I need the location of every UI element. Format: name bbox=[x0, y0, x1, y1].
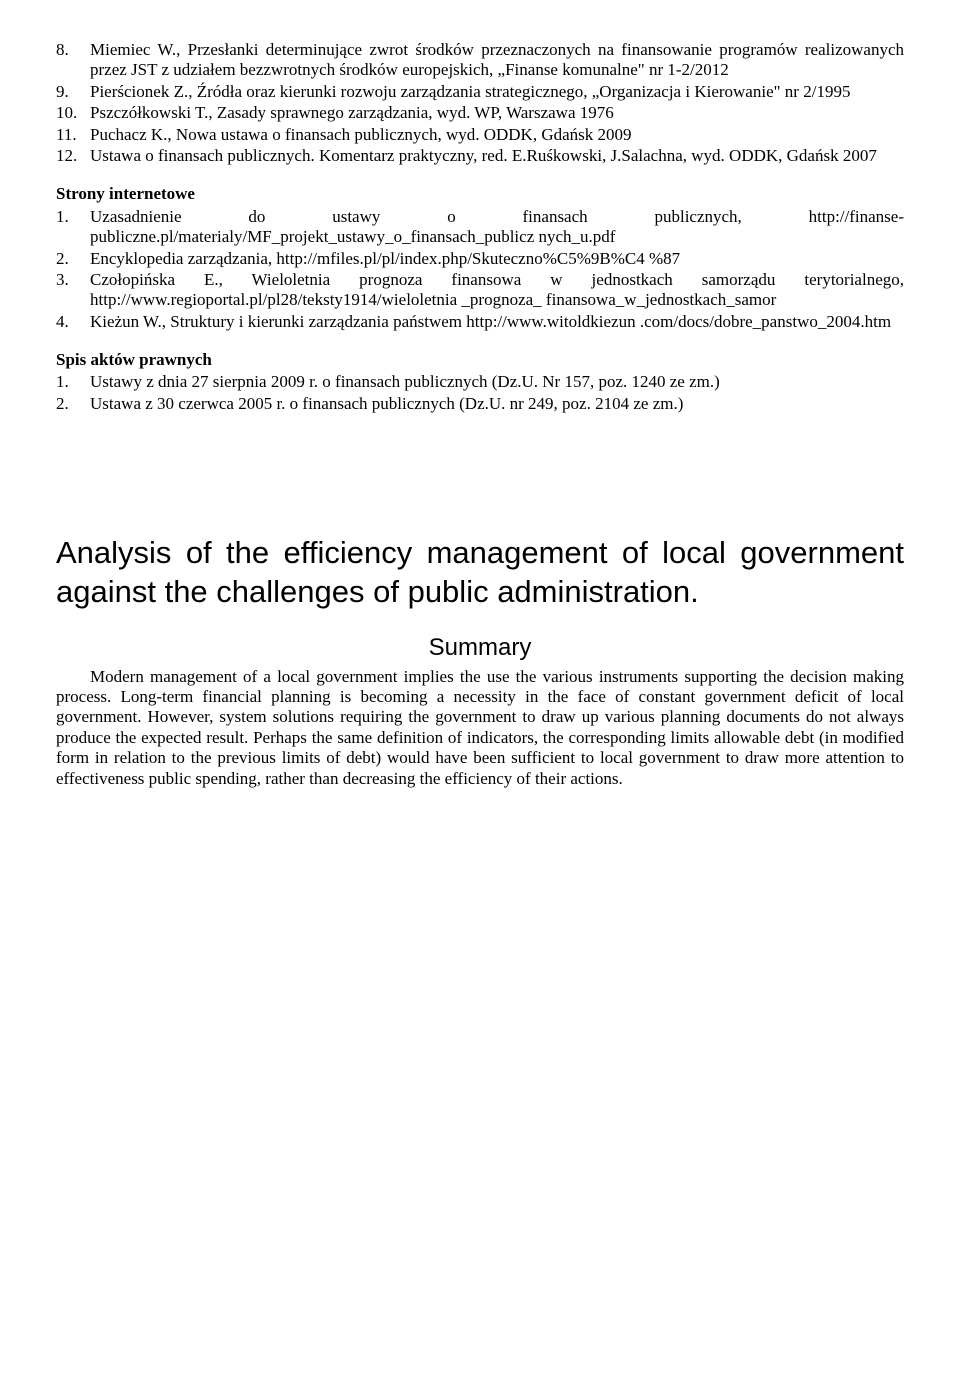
list-item: 11.Puchacz K., Nowa ustawa o finansach p… bbox=[56, 125, 904, 145]
list-item-text: Ustawy z dnia 27 sierpnia 2009 r. o fina… bbox=[90, 372, 904, 392]
list-item: 9.Pierścionek Z., Źródła oraz kierunki r… bbox=[56, 82, 904, 102]
list-item-text: Pierścionek Z., Źródła oraz kierunki roz… bbox=[90, 82, 904, 102]
list-item-text: Ustawa o finansach publicznych. Komentar… bbox=[90, 146, 904, 166]
list-item-text: Kieżun W., Struktury i kierunki zarządza… bbox=[90, 312, 904, 332]
list-item: 4.Kieżun W., Struktury i kierunki zarząd… bbox=[56, 312, 904, 332]
section-heading-internet: Strony internetowe bbox=[56, 184, 904, 204]
list-item: 3.Czołopińska E., Wieloletnia prognoza f… bbox=[56, 270, 904, 311]
list-item: 1.Ustawy z dnia 27 sierpnia 2009 r. o fi… bbox=[56, 372, 904, 392]
list-item-number: 1. bbox=[56, 372, 90, 392]
list-item: 1.Uzasadnienie do ustawy o finansach pub… bbox=[56, 207, 904, 248]
list-item-number: 2. bbox=[56, 249, 90, 269]
list-item-text: Ustawa z 30 czerwca 2005 r. o finansach … bbox=[90, 394, 904, 414]
list-item-number: 1. bbox=[56, 207, 90, 248]
list-item-text: Uzasadnienie do ustawy o finansach publi… bbox=[90, 207, 904, 248]
list-item: 12.Ustawa o finansach publicznych. Komen… bbox=[56, 146, 904, 166]
list-item-number: 3. bbox=[56, 270, 90, 311]
list-item: 10.Pszczółkowski T., Zasady sprawnego za… bbox=[56, 103, 904, 123]
reference-list-acts: 1.Ustawy z dnia 27 sierpnia 2009 r. o fi… bbox=[56, 372, 904, 414]
summary-body: Modern management of a local government … bbox=[56, 667, 904, 789]
list-item-number: 12. bbox=[56, 146, 90, 166]
list-item-number: 11. bbox=[56, 125, 90, 145]
list-item-number: 4. bbox=[56, 312, 90, 332]
list-item-text: Pszczółkowski T., Zasady sprawnego zarzą… bbox=[90, 103, 904, 123]
list-item-number: 10. bbox=[56, 103, 90, 123]
section-heading-acts: Spis aktów prawnych bbox=[56, 350, 904, 370]
list-item-number: 9. bbox=[56, 82, 90, 102]
list-item-text: Miemiec W., Przesłanki determinujące zwr… bbox=[90, 40, 904, 81]
summary-heading: Summary bbox=[56, 634, 904, 663]
list-item: 8.Miemiec W., Przesłanki determinujące z… bbox=[56, 40, 904, 81]
list-item-number: 8. bbox=[56, 40, 90, 81]
list-item-text: Encyklopedia zarządzania, http://mfiles.… bbox=[90, 249, 904, 269]
list-item: 2.Encyklopedia zarządzania, http://mfile… bbox=[56, 249, 904, 269]
article-title: Analysis of the efficiency management of… bbox=[56, 534, 904, 612]
list-item-text: Czołopińska E., Wieloletnia prognoza fin… bbox=[90, 270, 904, 311]
reference-list-top: 8.Miemiec W., Przesłanki determinujące z… bbox=[56, 40, 904, 166]
reference-list-internet: 1.Uzasadnienie do ustawy o finansach pub… bbox=[56, 207, 904, 332]
list-item-number: 2. bbox=[56, 394, 90, 414]
list-item-text: Puchacz K., Nowa ustawa o finansach publ… bbox=[90, 125, 904, 145]
list-item: 2.Ustawa z 30 czerwca 2005 r. o finansac… bbox=[56, 394, 904, 414]
